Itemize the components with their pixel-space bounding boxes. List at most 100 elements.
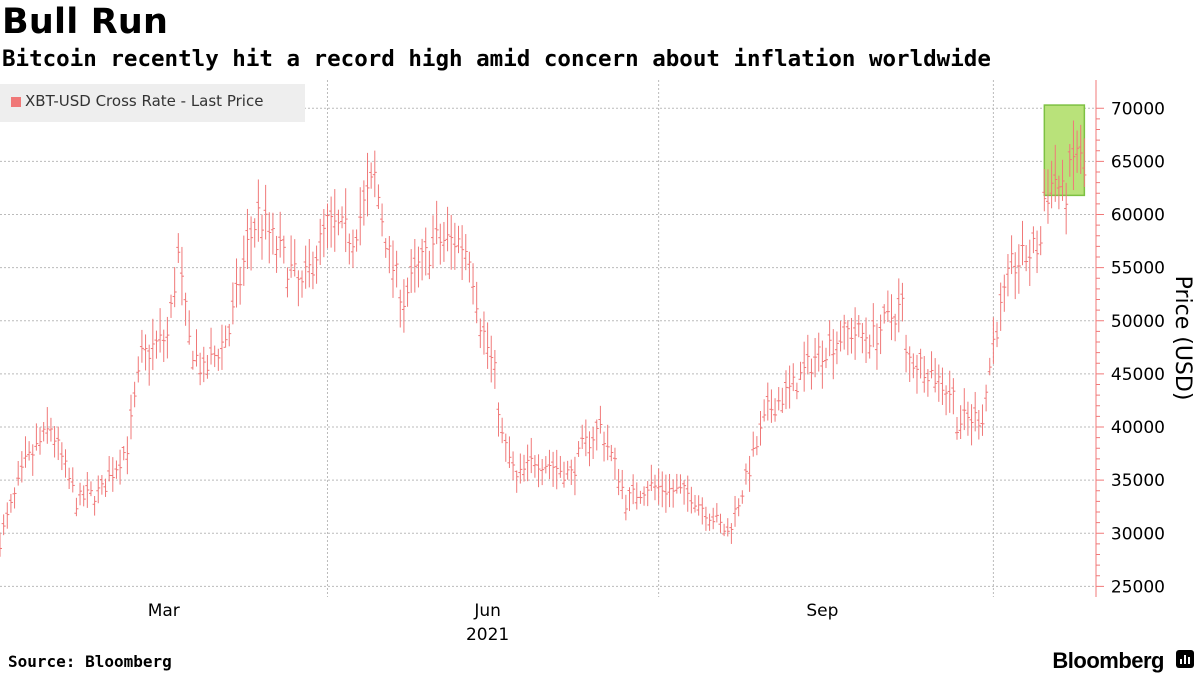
price-bar: [278, 211, 283, 258]
price-bar: [507, 436, 512, 468]
price-bar: [460, 225, 465, 281]
price-bar: [358, 187, 363, 246]
price-bar: [332, 189, 337, 252]
price-bar: [321, 209, 326, 258]
price-bar: [1067, 143, 1072, 177]
price-bar: [492, 349, 497, 389]
price-bar: [1042, 169, 1047, 212]
brand-logo: Bloomberg: [1052, 648, 1164, 673]
price-bar: [198, 352, 203, 386]
price-bar: [81, 485, 86, 507]
price-bar: [1075, 130, 1080, 173]
price-bar: [485, 322, 490, 369]
price-bar: [878, 314, 883, 355]
price-bar: [933, 358, 938, 393]
price-bar: [230, 282, 235, 325]
price-bar: [714, 503, 719, 523]
price-bar: [380, 203, 385, 237]
price-bar: [576, 441, 581, 457]
price-bar: [114, 460, 119, 479]
price-bar: [310, 251, 315, 290]
price-bar: [8, 493, 13, 513]
ohlc-bars: [0, 120, 1087, 557]
price-bar: [867, 334, 872, 359]
price-bar: [918, 348, 923, 379]
price-bar: [638, 490, 643, 504]
price-bar: [267, 212, 272, 264]
price-bar: [896, 278, 901, 333]
price-bar: [1049, 160, 1054, 209]
price-bar: [816, 332, 821, 372]
price-bar: [718, 513, 723, 533]
price-bar: [387, 236, 392, 274]
price-bar: [529, 437, 534, 474]
price-bar: [649, 464, 654, 492]
price-bar: [820, 340, 825, 389]
price-bar: [252, 218, 257, 248]
price-bar: [5, 502, 10, 529]
price-bar: [88, 481, 93, 497]
price-bar: [281, 235, 286, 264]
price-bar: [329, 196, 334, 248]
price-bar: [703, 506, 708, 531]
x-tick-label: Sep: [806, 601, 838, 621]
price-bar: [194, 329, 199, 367]
price-bar: [864, 317, 869, 364]
price-bar: [27, 441, 32, 461]
price-bar: [783, 370, 788, 410]
price-bar: [369, 162, 374, 189]
price-bar: [583, 419, 588, 457]
x-year-label: 2021: [466, 625, 509, 645]
price-bar: [16, 461, 21, 486]
price-bar: [372, 150, 377, 198]
price-bar: [620, 469, 625, 500]
price-bar: [136, 356, 141, 383]
price-bar: [52, 426, 57, 458]
price-bar: [219, 324, 224, 370]
price-bar: [514, 470, 519, 493]
price-bar: [740, 490, 745, 504]
y-tick-label: 55000: [1111, 259, 1165, 279]
price-bar: [227, 323, 232, 347]
price-bar: [824, 347, 829, 369]
price-bar: [452, 222, 457, 270]
price-bar: [441, 221, 446, 262]
price-bar: [609, 444, 614, 462]
price-bar: [427, 250, 432, 280]
price-bar: [63, 449, 68, 478]
price-bar: [889, 294, 894, 341]
price-bar: [929, 351, 934, 379]
price-bar: [128, 394, 133, 440]
price-bar: [827, 320, 832, 357]
price-bar: [794, 382, 799, 400]
price-bar: [161, 329, 166, 362]
price-bar: [747, 455, 752, 492]
price-bar: [143, 334, 148, 371]
price-bar: [19, 451, 24, 483]
price-bar: [434, 200, 439, 245]
price-bar: [984, 384, 989, 412]
price-bar: [336, 209, 341, 236]
price-bar: [245, 208, 250, 270]
price-bar: [445, 206, 450, 252]
price-bar: [642, 486, 647, 506]
price-bar: [860, 323, 865, 354]
price-bar: [1060, 159, 1065, 201]
price-bar: [773, 398, 778, 422]
legend-label: XBT-USD Cross Rate - Last Price: [25, 92, 264, 110]
price-bar: [776, 387, 781, 411]
price-bar: [700, 497, 705, 525]
price-bar: [856, 315, 861, 338]
price-bar: [944, 385, 949, 416]
price-bar: [602, 431, 607, 462]
price-bar: [809, 358, 814, 390]
price-bar: [798, 361, 803, 380]
price-bar: [74, 497, 79, 517]
chart-subtitle: Bitcoin recently hit a record high amid …: [2, 46, 991, 72]
highlight-region: [1043, 104, 1086, 197]
price-bar: [660, 471, 665, 508]
price-bar: [951, 378, 956, 415]
price-bar: [882, 304, 887, 324]
price-bar: [343, 188, 348, 253]
price-bar: [853, 307, 858, 360]
